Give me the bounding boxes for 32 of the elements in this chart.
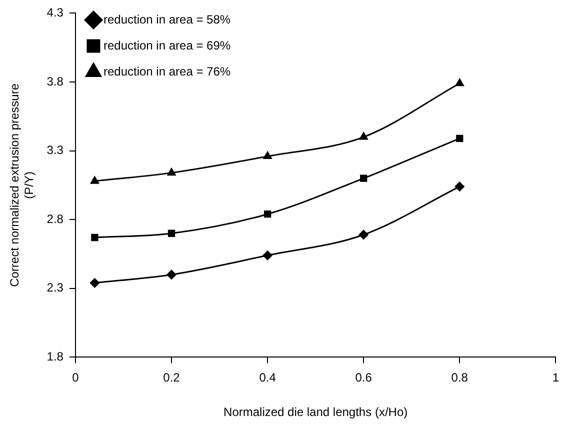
x-tick-label: 0.4 (259, 370, 276, 385)
point (358, 230, 368, 240)
point (359, 132, 368, 140)
y-axis-title: Correct normalized extrusion pressure (P/Y) (8, 83, 36, 287)
x-tick-label: 0.6 (355, 370, 372, 385)
legend-label: reduction in area = 58% (103, 12, 231, 26)
y-tick-label: 3.3 (46, 143, 64, 158)
point (360, 174, 368, 182)
y-tick-label: 3.8 (46, 74, 64, 88)
x-tick-label: 0 (72, 370, 80, 385)
y-tick-label: 2.3 (46, 280, 64, 295)
point (90, 176, 99, 184)
point (91, 234, 98, 242)
y-tick-label: 2.8 (46, 212, 64, 226)
point (263, 152, 272, 160)
point (454, 182, 464, 192)
x-tick-label: 1 (552, 370, 560, 385)
point (166, 270, 176, 280)
x-tick-label: 0.2 (163, 370, 180, 385)
legend-label: reduction in area = 69% (103, 38, 231, 52)
x-axis-title: Normalized die land lengths (x/Ho) (224, 405, 408, 420)
y-tick-label: 4.3 (46, 6, 64, 20)
point (167, 168, 176, 176)
x-tick-label: 0.8 (451, 370, 468, 385)
point (168, 230, 176, 237)
point (456, 134, 464, 142)
point (264, 210, 272, 218)
point (262, 250, 272, 260)
legend-label: reduction in area = 76% (103, 64, 231, 78)
point (455, 78, 464, 86)
y-tick-label: 1.8 (46, 350, 64, 364)
point (90, 278, 100, 288)
